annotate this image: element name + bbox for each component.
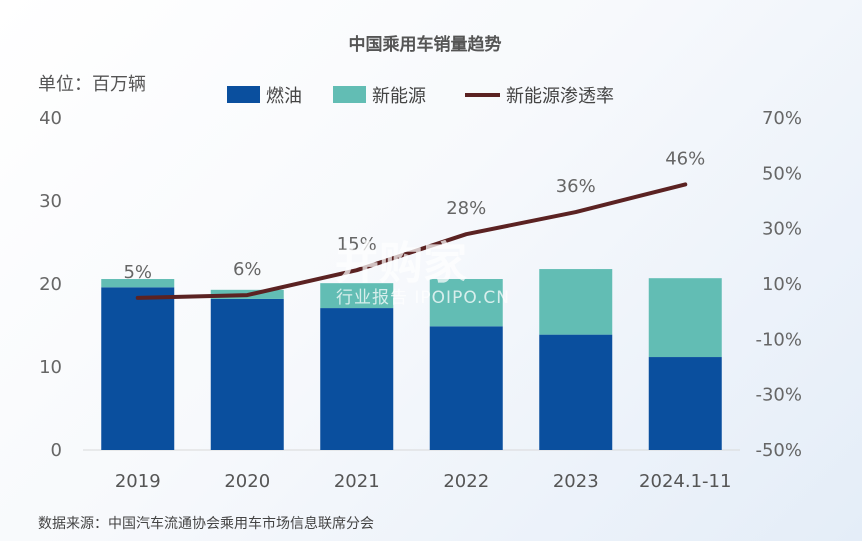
x-tick-label: 2020 [224, 471, 270, 492]
source-note: 数据来源：中国汽车流通协会乘用车市场信息联席分会 [38, 515, 374, 532]
bars [101, 269, 722, 450]
y-tick-label: 30 [39, 191, 62, 212]
chart-title: 中国乘用车销量趋势 [349, 34, 502, 55]
y2-tick-label: -30% [755, 385, 802, 406]
x-tick-label: 2023 [553, 471, 599, 492]
bar-fuel [539, 334, 613, 450]
bar-nev [648, 278, 722, 358]
x-tick-label: 2024.1-11 [639, 471, 731, 492]
penetration-series-line [135, 182, 688, 300]
legend-swatch-fuel [227, 86, 260, 103]
y2-tick-label: 50% [762, 163, 802, 184]
legend-swatch-nev [333, 86, 366, 103]
legend-label-nev: 新能源 [372, 86, 426, 107]
bar-fuel [648, 357, 722, 450]
y-tick-label: 0 [51, 440, 62, 461]
penetration-data-label: 36% [556, 176, 596, 197]
penetration-data-label: 15% [337, 234, 377, 255]
y-tick-label: 40 [39, 108, 62, 129]
watermark: 并购家 行业报告 IPOIPO.CN [335, 238, 510, 308]
bar-fuel [101, 287, 175, 450]
x-axis: 2019 2020 2021 2022 2023 2024.1-11 [115, 471, 732, 492]
watermark-main: 并购家 [335, 238, 467, 289]
y2-tick-label: -10% [755, 329, 802, 350]
penetration-line [135, 182, 688, 300]
x-tick-label: 2021 [334, 471, 380, 492]
data-labels: 5% 6% 15% 28% 36% 46% [123, 148, 705, 282]
legend-label-fuel: 燃油 [266, 86, 302, 107]
bar-nev [429, 279, 503, 327]
penetration-data-label: 5% [123, 262, 152, 283]
y-axis-left: 0 10 20 30 40 [39, 108, 62, 461]
y2-tick-label: 30% [762, 219, 802, 240]
penetration-data-label: 28% [446, 198, 486, 219]
unit-label: 单位：百万辆 [38, 74, 146, 95]
bar-fuel [320, 308, 394, 450]
x-tick-label: 2022 [443, 471, 489, 492]
bar-fuel [210, 298, 284, 450]
watermark-sub: 行业报告 IPOIPO.CN [336, 288, 510, 308]
x-tick-label: 2019 [115, 471, 161, 492]
bar-nev [539, 269, 613, 335]
y2-tick-label: 10% [762, 274, 802, 295]
y-tick-label: 10 [39, 357, 62, 378]
legend: 燃油 新能源 新能源渗透率 [227, 86, 614, 107]
bar-fuel [429, 326, 503, 450]
bar-nev [320, 283, 394, 309]
y2-tick-label: 70% [762, 108, 802, 129]
bar-nev [101, 279, 175, 288]
y2-tick-label: -50% [755, 440, 802, 461]
penetration-data-label: 46% [665, 148, 705, 169]
legend-label-penetration: 新能源渗透率 [506, 86, 614, 107]
y-tick-label: 20 [39, 274, 62, 295]
penetration-data-label: 6% [233, 259, 262, 280]
y-axis-right: -50% -30% -10% 10% 30% 50% 70% [755, 108, 802, 461]
